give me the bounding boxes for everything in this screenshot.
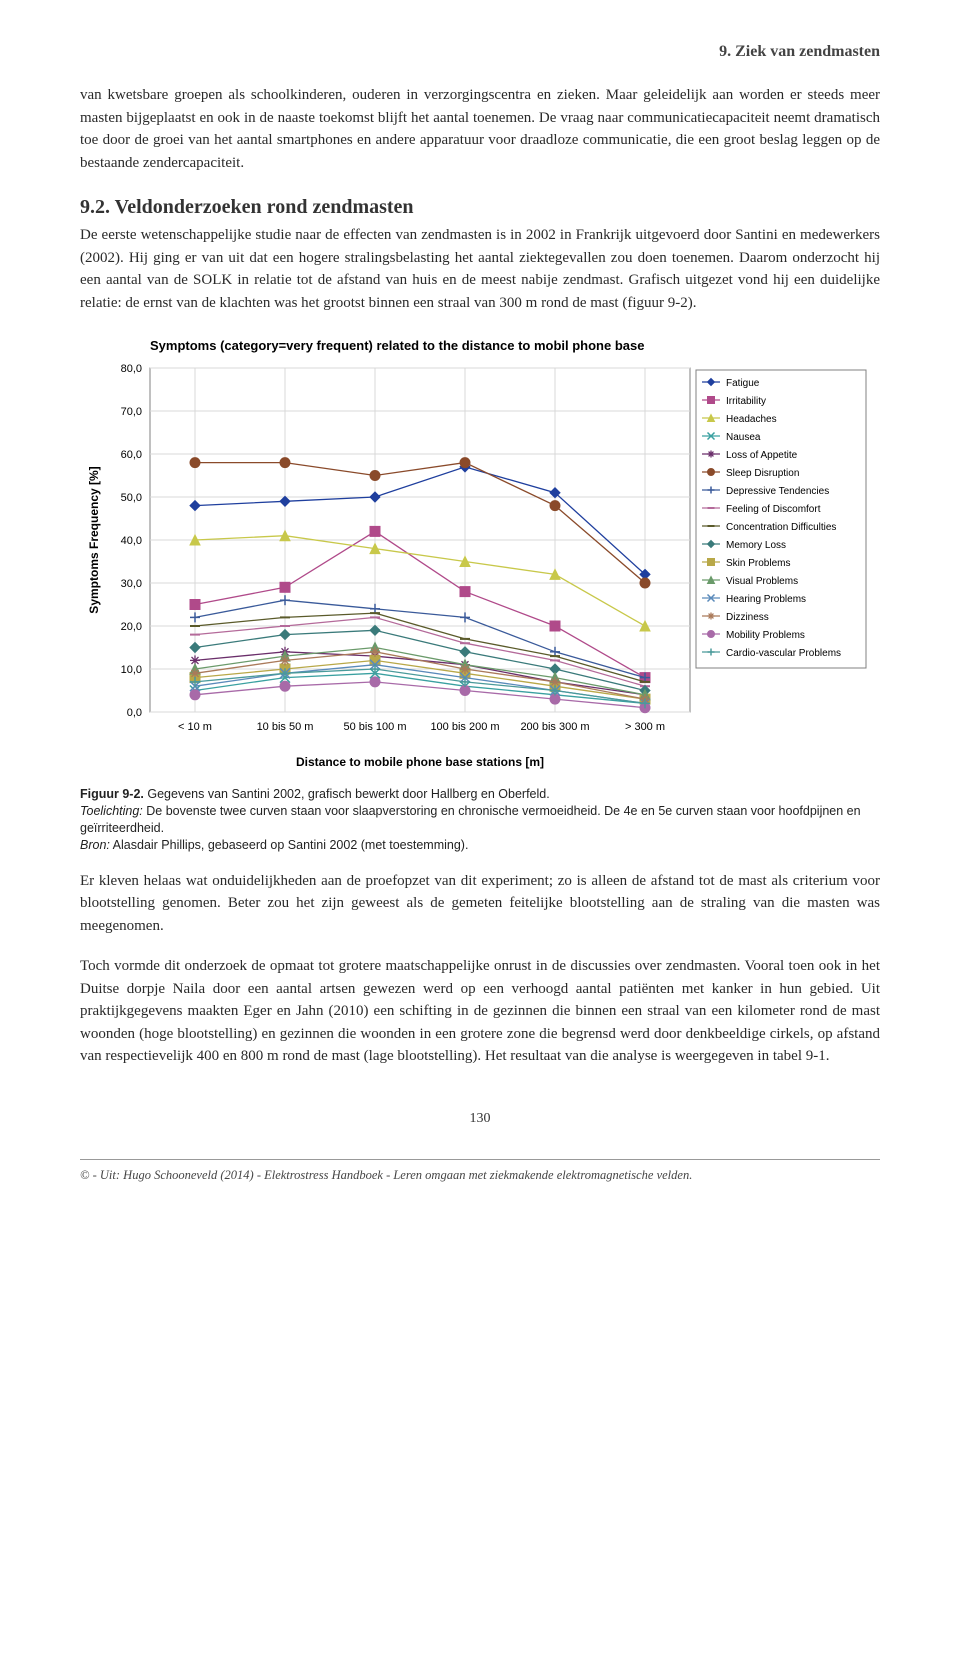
svg-text:Concentration Difficulties: Concentration Difficulties <box>726 522 836 533</box>
svg-text:Symptoms (category=very freque: Symptoms (category=very frequent) relate… <box>150 338 644 353</box>
caption-fig-num: Figuur 9-2. <box>80 787 144 801</box>
section-body: De eerste wetenschappelijke studie naar … <box>80 224 880 314</box>
figure-caption: Figuur 9-2. Gegevens van Santini 2002, g… <box>80 786 880 854</box>
caption-line1: Gegevens van Santini 2002, grafisch bewe… <box>144 787 550 801</box>
svg-text:20,0: 20,0 <box>121 621 142 633</box>
caption-toelichting: Toelichting: <box>80 804 143 818</box>
svg-text:200 bis 300 m: 200 bis 300 m <box>520 721 589 733</box>
svg-text:0,0: 0,0 <box>127 707 142 719</box>
svg-text:10,0: 10,0 <box>121 664 142 676</box>
svg-text:Symptoms Frequency [%]: Symptoms Frequency [%] <box>87 466 101 613</box>
svg-text:Sleep Disruption: Sleep Disruption <box>726 468 799 479</box>
svg-text:30,0: 30,0 <box>121 578 142 590</box>
svg-text:50,0: 50,0 <box>121 492 142 504</box>
svg-text:Nausea: Nausea <box>726 432 761 443</box>
svg-text:Memory Loss: Memory Loss <box>726 540 786 551</box>
page-footer: © - Uit: Hugo Schooneveld (2014) - Elekt… <box>80 1159 880 1185</box>
paragraph-4: Toch vormde dit onderzoek de opmaat tot … <box>80 955 880 1068</box>
svg-text:70,0: 70,0 <box>121 406 142 418</box>
svg-text:Fatigue: Fatigue <box>726 378 760 389</box>
chart-svg: Symptoms (category=very frequent) relate… <box>80 332 880 772</box>
caption-line2: De bovenste twee curven staan voor slaap… <box>80 804 861 835</box>
section-title: 9.2. Veldonderzoeken rond zendmasten <box>80 192 880 222</box>
page-header: 9. Ziek van zendmasten <box>80 40 880 64</box>
svg-text:60,0: 60,0 <box>121 449 142 461</box>
svg-text:< 10 m: < 10 m <box>178 721 212 733</box>
svg-text:50 bis 100 m: 50 bis 100 m <box>344 721 407 733</box>
svg-text:Irritability: Irritability <box>726 396 766 407</box>
svg-text:Mobility Problems: Mobility Problems <box>726 630 805 641</box>
svg-text:Distance to mobile phone base: Distance to mobile phone base stations [… <box>296 755 544 769</box>
svg-text:Visual Problems: Visual Problems <box>726 576 798 587</box>
intro-paragraph: van kwetsbare groepen als schoolkinderen… <box>80 84 880 174</box>
svg-text:Skin Problems: Skin Problems <box>726 558 790 569</box>
svg-text:> 300 m: > 300 m <box>625 721 665 733</box>
svg-text:80,0: 80,0 <box>121 363 142 375</box>
caption-bron: Bron: <box>80 838 110 852</box>
svg-text:Cardio-vascular Problems: Cardio-vascular Problems <box>726 648 841 659</box>
svg-text:Feeling of Discomfort: Feeling of Discomfort <box>726 504 821 515</box>
page-number: 130 <box>80 1108 880 1129</box>
svg-text:40,0: 40,0 <box>121 535 142 547</box>
svg-text:Loss of Appetite: Loss of Appetite <box>726 450 798 461</box>
svg-text:Dizziness: Dizziness <box>726 612 769 623</box>
paragraph-3: Er kleven helaas wat onduidelijkheden aa… <box>80 870 880 938</box>
svg-text:Headaches: Headaches <box>726 414 777 425</box>
caption-line3: Alasdair Phillips, gebaseerd op Santini … <box>110 838 469 852</box>
svg-text:Depressive Tendencies: Depressive Tendencies <box>726 486 829 497</box>
svg-text:Hearing Problems: Hearing Problems <box>726 594 806 605</box>
svg-text:100 bis 200 m: 100 bis 200 m <box>430 721 499 733</box>
symptoms-chart: Symptoms (category=very frequent) relate… <box>80 332 880 772</box>
svg-text:10 bis 50 m: 10 bis 50 m <box>257 721 314 733</box>
